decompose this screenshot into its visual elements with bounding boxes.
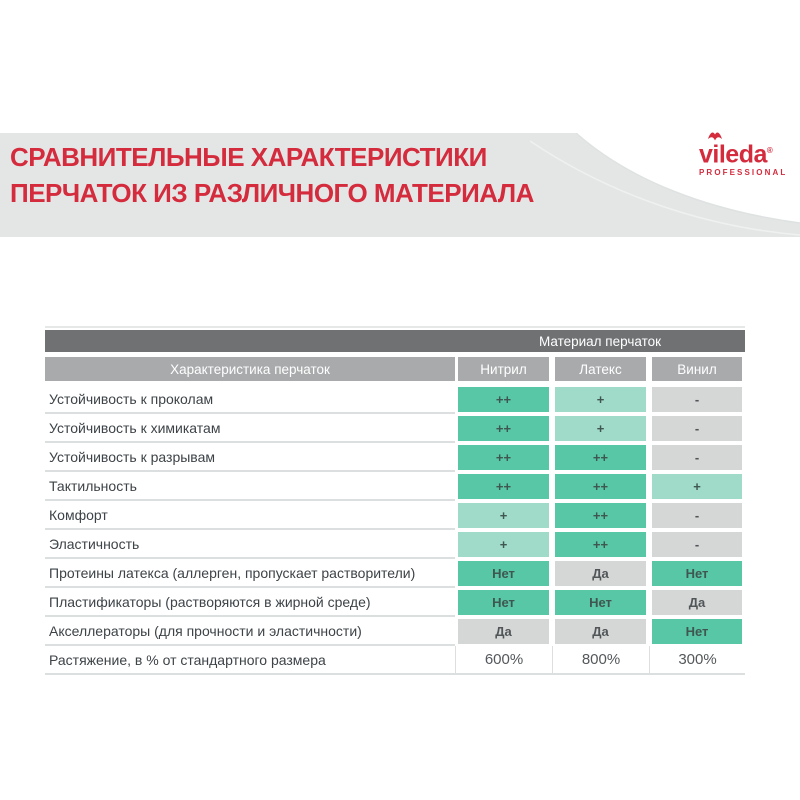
value-cell: ++ bbox=[555, 503, 646, 528]
value-cell: Нет bbox=[652, 619, 742, 644]
value-cell: ++ bbox=[458, 416, 549, 441]
table-top-border bbox=[45, 326, 745, 328]
value-cell: 300% bbox=[649, 646, 745, 675]
table-row: Протеины латекса (аллерген, пропускает р… bbox=[45, 559, 745, 588]
group-header-label: Материал перчаток bbox=[538, 333, 662, 349]
value-cell: + bbox=[555, 416, 646, 441]
row-label: Устойчивость к химикатам bbox=[45, 414, 455, 443]
table-row: Эластичность + ++ - bbox=[45, 530, 745, 559]
value-cell: ++ bbox=[458, 445, 549, 470]
row-label: Эластичность bbox=[45, 530, 455, 559]
column-header-nitrile: Нитрил bbox=[458, 357, 549, 381]
value-cell: Да bbox=[652, 590, 742, 615]
value-cell: Да bbox=[555, 619, 646, 644]
table-group-header: Материал перчаток bbox=[45, 330, 745, 352]
table-row: Устойчивость к разрывам ++ ++ - bbox=[45, 443, 745, 472]
column-header-vinyl: Винил bbox=[652, 357, 742, 381]
row-label: Устойчивость к проколам bbox=[45, 385, 455, 414]
row-label: Пластификаторы (растворяются в жирной ср… bbox=[45, 588, 455, 617]
value-cell: Нет bbox=[652, 561, 742, 586]
value-cell: ++ bbox=[555, 532, 646, 557]
table-row: Устойчивость к химикатам ++ + - bbox=[45, 414, 745, 443]
column-header-characteristic: Характеристика перчаток bbox=[45, 357, 455, 381]
table-row: Растяжение, в % от стандартного размера … bbox=[45, 646, 745, 675]
value-cell: ++ bbox=[555, 474, 646, 499]
row-label: Тактильность bbox=[45, 472, 455, 501]
value-cell: ++ bbox=[458, 474, 549, 499]
value-cell: 800% bbox=[552, 646, 649, 675]
value-cell: Нет bbox=[458, 561, 549, 586]
page-title-line1: СРАВНИТЕЛЬНЫЕ ХАРАКТЕРИСТИКИ bbox=[10, 142, 487, 172]
value-cell: ++ bbox=[458, 387, 549, 412]
header-band bbox=[0, 133, 800, 237]
value-cell: + bbox=[458, 503, 549, 528]
value-cell: Да bbox=[555, 561, 646, 586]
row-label: Акселлераторы (для прочности и эластично… bbox=[45, 617, 455, 646]
value-cell: Нет bbox=[555, 590, 646, 615]
row-label: Протеины латекса (аллерген, пропускает р… bbox=[45, 559, 455, 588]
value-cell: - bbox=[652, 416, 742, 441]
page-title: СРАВНИТЕЛЬНЫЕ ХАРАКТЕРИСТИКИ ПЕРЧАТОК ИЗ… bbox=[10, 139, 630, 211]
value-cell: - bbox=[652, 503, 742, 528]
row-label: Комфорт bbox=[45, 501, 455, 530]
value-cell: - bbox=[652, 387, 742, 412]
column-header-latex: Латекс bbox=[555, 357, 646, 381]
table-row: Комфорт + ++ - bbox=[45, 501, 745, 530]
value-cell: + bbox=[555, 387, 646, 412]
comparison-table: Материал перчаток Характеристика перчато… bbox=[45, 330, 745, 675]
brand-logo: vileda® PROFESSIONAL bbox=[699, 132, 795, 178]
value-cell: - bbox=[652, 532, 742, 557]
swoosh-decoration bbox=[530, 133, 800, 236]
swallow-icon bbox=[708, 132, 722, 141]
brand-text: vileda bbox=[699, 140, 767, 169]
row-label: Устойчивость к разрывам bbox=[45, 443, 455, 472]
value-cell: ++ bbox=[555, 445, 646, 470]
row-label: Растяжение, в % от стандартного размера bbox=[45, 646, 455, 675]
value-cell: + bbox=[458, 532, 549, 557]
brand-subtitle: PROFESSIONAL bbox=[699, 168, 788, 178]
value-cell: Нет bbox=[458, 590, 549, 615]
table-row: Акселлераторы (для прочности и эластично… bbox=[45, 617, 745, 646]
value-cell: Да bbox=[458, 619, 549, 644]
table-row: Пластификаторы (растворяются в жирной ср… bbox=[45, 588, 745, 617]
value-cell: - bbox=[652, 445, 742, 470]
registered-mark: ® bbox=[766, 146, 773, 155]
value-cell: + bbox=[652, 474, 742, 499]
table-row: Устойчивость к проколам ++ + - bbox=[45, 385, 745, 414]
page-title-line2: ПЕРЧАТОК ИЗ РАЗЛИЧНОГО МАТЕРИАЛА bbox=[10, 178, 534, 208]
table-row: Тактильность ++ ++ + bbox=[45, 472, 745, 501]
table-column-headers: Характеристика перчаток Нитрил Латекс Ви… bbox=[45, 357, 745, 381]
brand-name: vileda® bbox=[699, 132, 795, 169]
value-cell: 600% bbox=[455, 646, 552, 675]
